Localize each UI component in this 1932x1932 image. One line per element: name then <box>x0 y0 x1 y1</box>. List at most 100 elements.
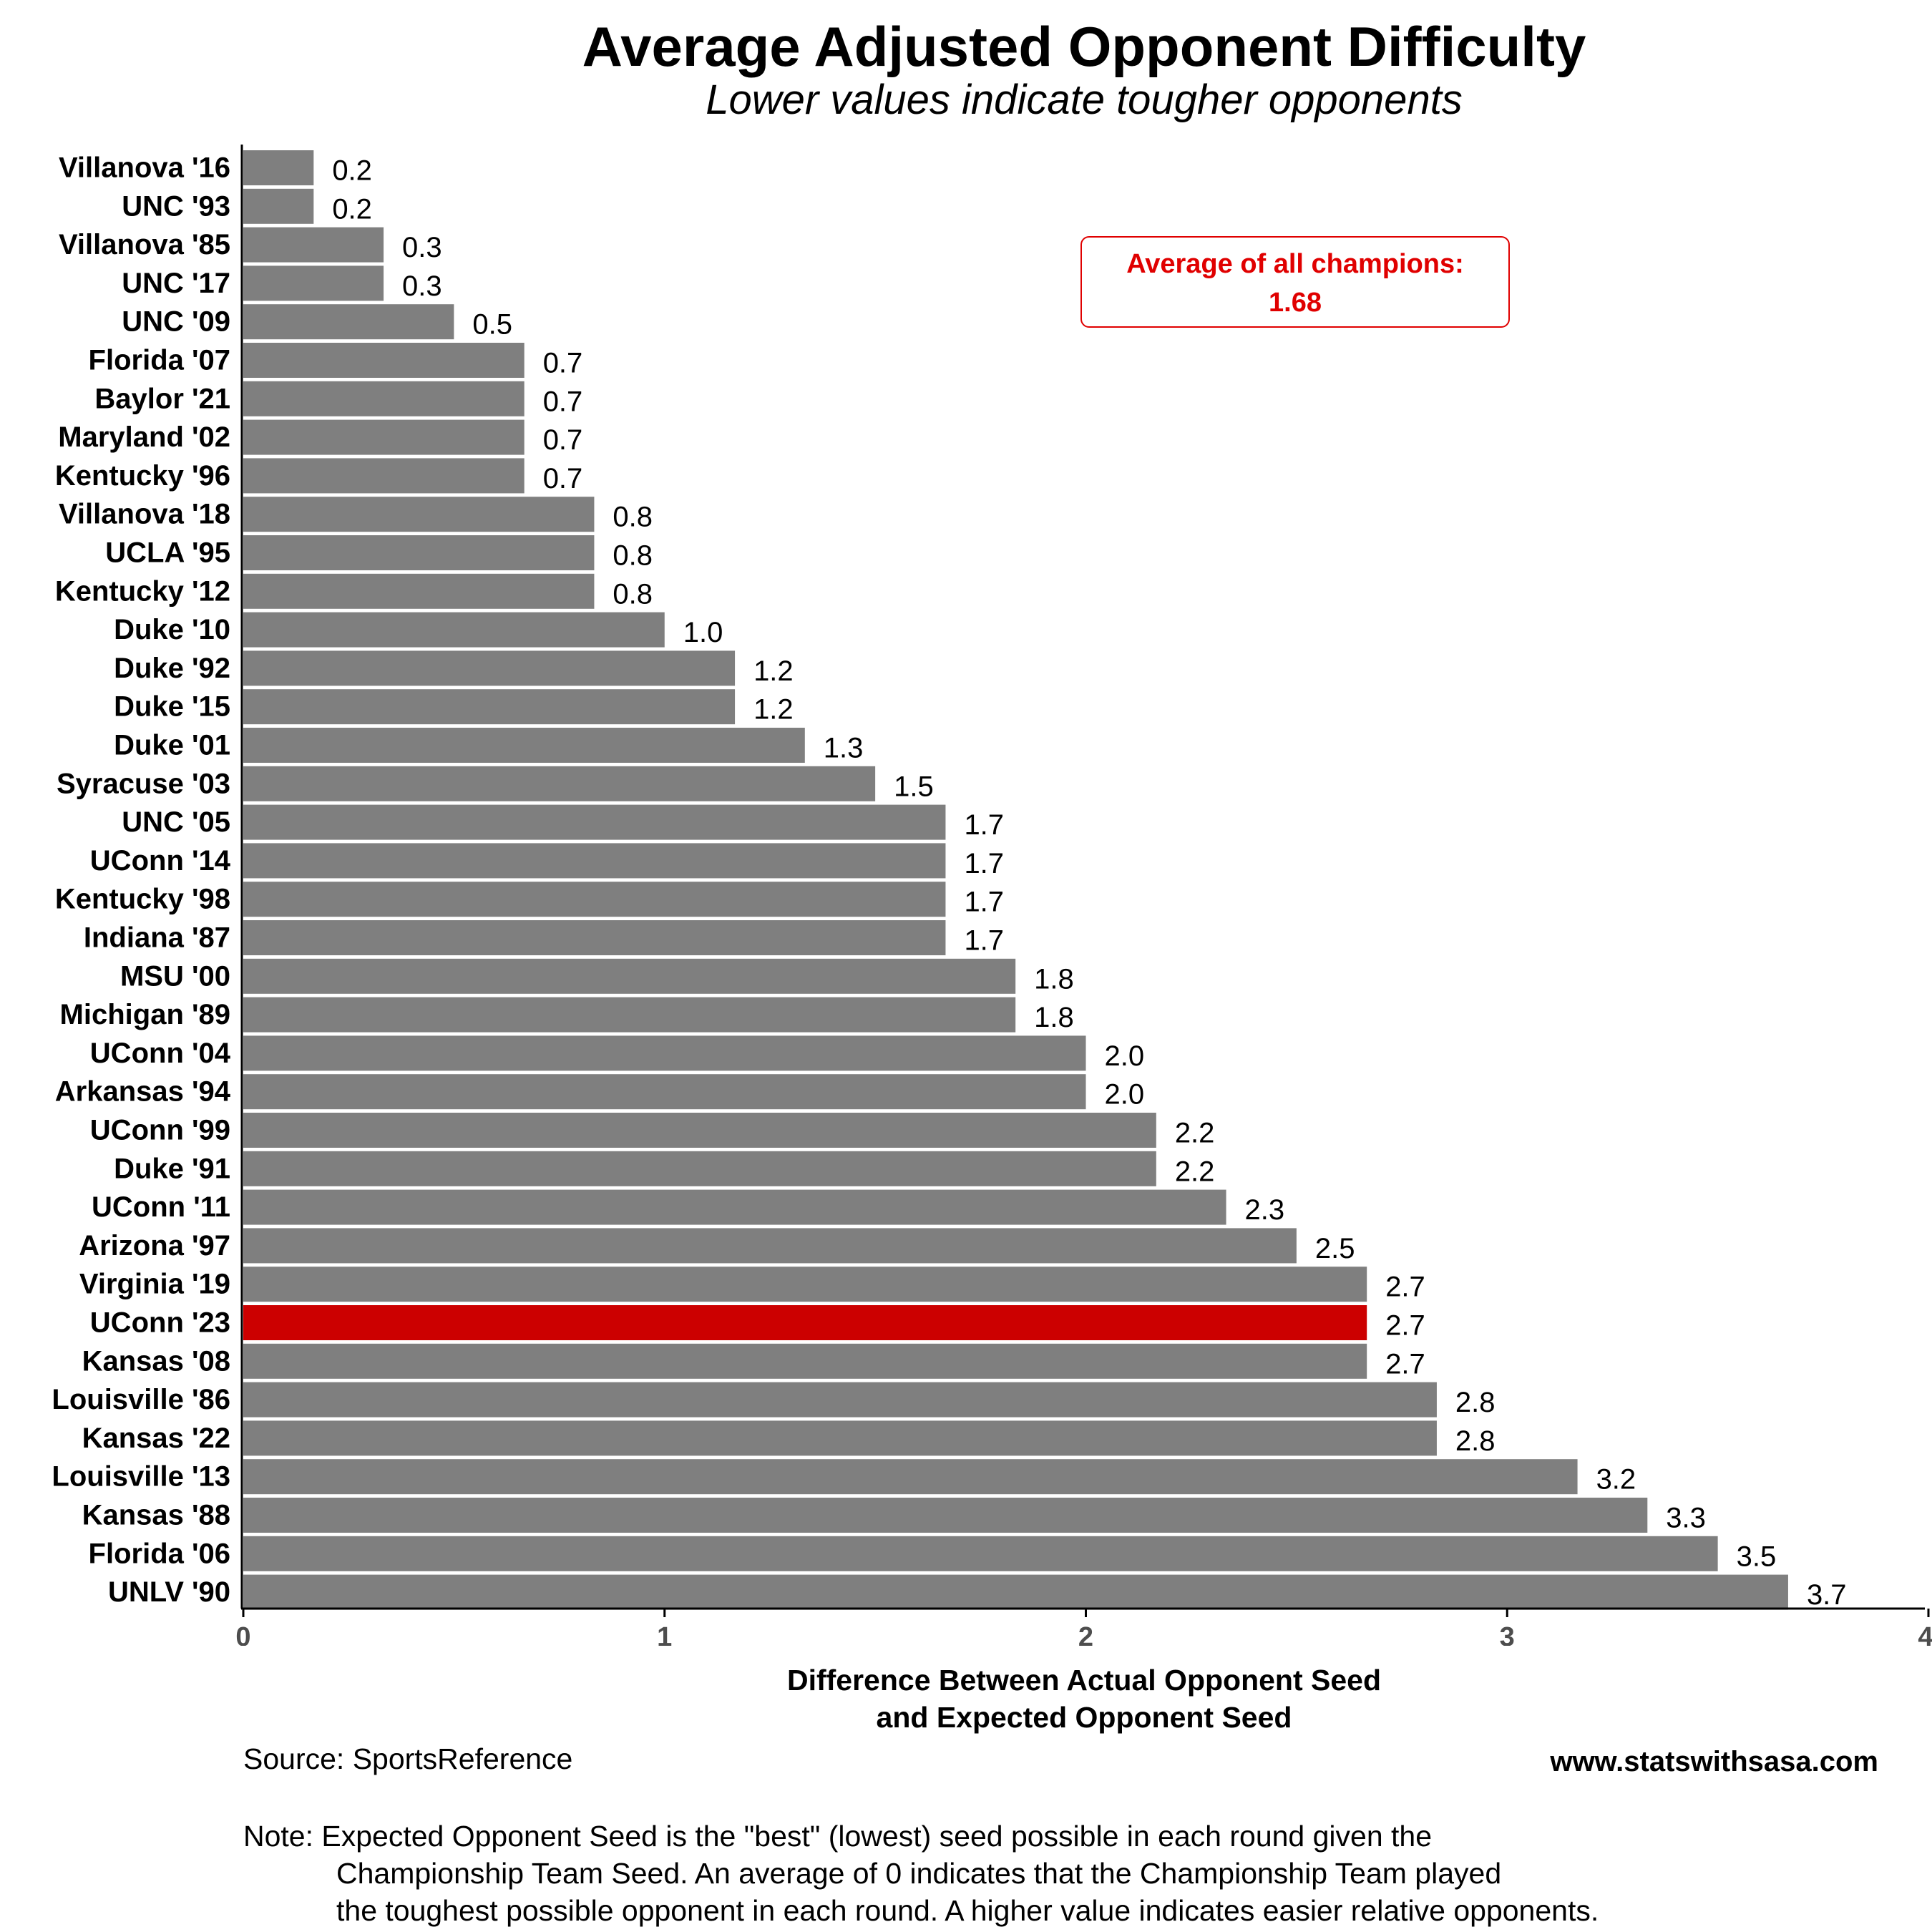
value-label: 2.0 <box>1105 1040 1145 1072</box>
y-tick-label: UNC '09 <box>122 306 230 338</box>
bar-kansas-22 <box>243 1420 1437 1456</box>
value-label: 1.7 <box>964 925 1004 957</box>
y-tick-label: Kentucky '96 <box>55 460 230 492</box>
bar-duke-15 <box>243 689 736 725</box>
website-caption: www.statswithsasa.com <box>1550 1746 1878 1777</box>
y-tick-label: UConn '23 <box>90 1307 230 1339</box>
bar-uconn-11 <box>243 1189 1226 1225</box>
annotation-value: 1.68 <box>1269 288 1322 318</box>
value-label: 1.3 <box>824 733 864 764</box>
bar-kansas-88 <box>243 1498 1648 1533</box>
bar-villanova-18 <box>243 497 595 532</box>
value-label: 2.8 <box>1455 1425 1496 1457</box>
x-tick-label: 0 <box>235 1622 250 1646</box>
value-label: 2.8 <box>1455 1387 1496 1418</box>
value-label: 3.2 <box>1596 1464 1636 1496</box>
source-caption: Source: SportsReference <box>243 1742 573 1775</box>
y-tick-label: Syracuse '03 <box>57 768 230 799</box>
x-tick-label: 1 <box>657 1622 672 1646</box>
average-annotation: Average of all champions: 1.68 <box>1080 236 1510 328</box>
y-tick-label: UCLA '95 <box>105 537 230 569</box>
bar-michigan-89 <box>243 997 1016 1033</box>
bar-unc-93 <box>243 188 314 224</box>
value-label: 2.2 <box>1175 1156 1215 1187</box>
value-label: 1.7 <box>964 848 1004 879</box>
bar-unc-05 <box>243 804 946 840</box>
y-tick-label: Duke '91 <box>114 1153 230 1184</box>
value-label: 0.7 <box>543 348 583 379</box>
bar-villanova-16 <box>243 150 314 185</box>
chart-subtitle: Lower values indicate tougher opponents <box>706 77 1463 123</box>
bar-duke-91 <box>243 1151 1156 1186</box>
bar-uconn-04 <box>243 1035 1086 1071</box>
note-line: Championship Team Seed. An average of 0 … <box>336 1857 1502 1890</box>
y-tick-label: Louisville '13 <box>52 1461 230 1493</box>
bars-group <box>243 150 1788 1610</box>
bar-unlv-90 <box>243 1574 1788 1610</box>
bar-duke-92 <box>243 650 736 686</box>
value-label: 0.8 <box>613 540 653 572</box>
bar-kentucky-12 <box>243 573 595 609</box>
bar-maryland-02 <box>243 419 525 455</box>
y-tick-label: Duke '15 <box>114 691 230 723</box>
y-tick-label: Arizona '97 <box>79 1230 230 1262</box>
value-label: 0.7 <box>543 386 583 417</box>
bar-louisville-86 <box>243 1382 1437 1418</box>
y-tick-label: Baylor '21 <box>94 383 230 414</box>
bar-villanova-85 <box>243 227 384 263</box>
y-tick-label: Villanova '85 <box>59 229 230 260</box>
y-tick-label: UConn '99 <box>90 1115 230 1146</box>
value-label: 0.8 <box>613 502 653 533</box>
bar-florida-07 <box>243 343 525 378</box>
value-label: 3.7 <box>1807 1579 1847 1611</box>
value-label: 0.7 <box>543 463 583 494</box>
y-tick-label: UConn '04 <box>90 1038 231 1069</box>
y-tick-label: Maryland '02 <box>58 421 230 453</box>
bar-florida-06 <box>243 1536 1718 1571</box>
bar-uconn-99 <box>243 1113 1156 1148</box>
x-axis-title-line1: Difference Between Actual Opponent Seed <box>786 1664 1382 1697</box>
note-line: Note: Expected Opponent Seed is the "bes… <box>243 1820 1433 1853</box>
y-tick-label: UConn '11 <box>92 1191 230 1223</box>
bar-unc-17 <box>243 265 384 301</box>
value-label: 2.3 <box>1245 1194 1285 1226</box>
y-tick-label: UConn '14 <box>90 845 231 877</box>
value-label: 0.2 <box>332 155 372 187</box>
bar-baylor-21 <box>243 381 525 416</box>
bar-ucla-95 <box>243 535 595 570</box>
bar-virginia-19 <box>243 1267 1367 1302</box>
bar-kansas-08 <box>243 1343 1367 1379</box>
y-tick-label: Indiana '87 <box>84 922 230 954</box>
bar-arkansas-94 <box>243 1074 1086 1110</box>
bar-uconn-14 <box>243 843 946 879</box>
note-caption: Note: Expected Opponent Seed is the "bes… <box>243 1818 1918 1929</box>
y-tick-label: UNLV '90 <box>108 1576 230 1608</box>
value-label: 1.2 <box>753 655 794 687</box>
y-tick-label: Florida '07 <box>89 345 230 376</box>
value-label: 2.7 <box>1385 1348 1425 1380</box>
y-tick-label: Villanova '16 <box>59 152 230 184</box>
bar-louisville-13 <box>243 1459 1578 1495</box>
x-tick-label: 4 <box>1918 1622 1932 1646</box>
y-tick-label: Duke '92 <box>114 653 230 684</box>
bar-kentucky-98 <box>243 882 946 917</box>
y-tick-label: Kentucky '12 <box>55 575 230 607</box>
y-tick-label: Arkansas '94 <box>55 1076 231 1108</box>
value-label: 2.2 <box>1175 1118 1215 1149</box>
y-tick-label: Kansas '88 <box>82 1500 230 1531</box>
value-label: 1.7 <box>964 809 1004 841</box>
value-label: 3.3 <box>1666 1503 1706 1534</box>
y-tick-label: Virginia '19 <box>79 1269 230 1300</box>
chart-title: Average Adjusted Opponent Difficulty <box>582 15 1586 78</box>
bar-uconn-23 <box>243 1305 1367 1340</box>
value-label: 1.8 <box>1034 963 1074 995</box>
bar-unc-09 <box>243 304 454 340</box>
annotation-label: Average of all champions: <box>1126 249 1464 279</box>
y-tick-label: Florida '06 <box>89 1538 230 1569</box>
value-label: 0.3 <box>402 270 442 302</box>
y-tick-label: UNC '05 <box>122 806 230 838</box>
value-label: 1.8 <box>1034 1002 1074 1033</box>
y-tick-label: UNC '93 <box>122 190 230 222</box>
bar-msu-00 <box>243 958 1016 994</box>
y-tick-label: Villanova '18 <box>59 499 230 530</box>
